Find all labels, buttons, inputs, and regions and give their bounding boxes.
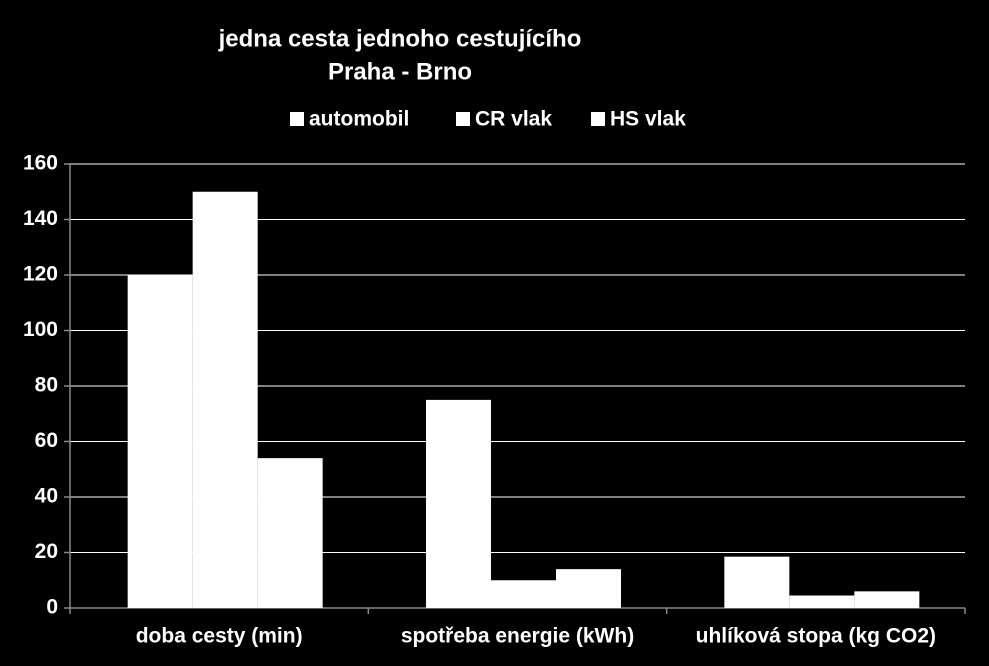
y-tick-label: 60 [35,429,58,452]
bar [724,556,790,608]
bar [257,458,323,608]
chart-title: jedna cesta jednoho cestujícího [218,25,582,52]
bar [556,569,621,608]
x-tick-label: doba cesty (min) [136,625,303,648]
x-tick-label: spotřeba energie (kWh) [401,625,634,648]
legend-swatch [290,112,304,126]
y-tick-label: 80 [35,374,58,397]
x-tick-label: uhlíková stopa (kg CO2) [696,625,936,648]
legend-label: HS vlak [610,108,686,131]
legend-label: automobil [309,108,409,131]
legend-label: CR vlak [475,108,552,131]
bar [127,275,193,608]
legend-swatch [591,112,605,126]
legend-swatch [456,112,470,126]
y-tick-label: 0 [46,596,58,619]
bar [854,591,920,608]
y-tick-label: 100 [23,318,58,341]
bar [789,595,855,608]
bar [491,580,556,608]
y-tick-label: 160 [23,152,58,175]
y-tick-label: 120 [23,263,58,286]
y-tick-label: 140 [23,207,58,230]
chart-subtitle: Praha - Brno [328,58,472,85]
y-tick-label: 20 [35,540,58,563]
bar [426,399,491,608]
y-tick-label: 40 [35,485,58,508]
bar [192,191,258,608]
